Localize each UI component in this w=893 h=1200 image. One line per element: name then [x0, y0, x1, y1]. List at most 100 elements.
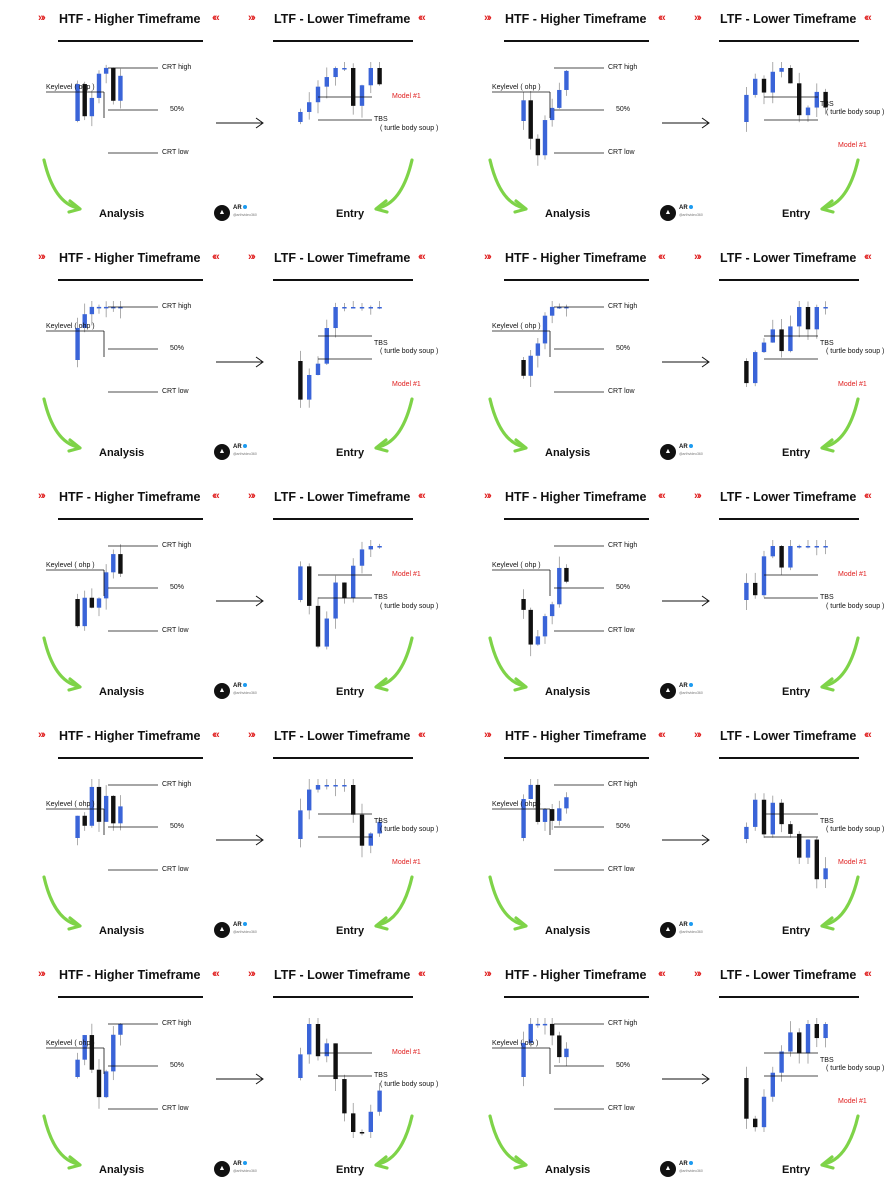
bullish-candle [315, 86, 321, 103]
bearish-candle [351, 785, 356, 815]
owl-logo-icon: ▲ [660, 922, 676, 938]
analysis-label: Analysis [99, 686, 145, 698]
bullish-candle [557, 89, 562, 108]
panel-2-right: »› HTF - Higher Timeframe ‹« »› LTF - Lower … [446, 239, 892, 478]
chevrons-right-icon: »› [484, 729, 492, 741]
bullish-candle [557, 567, 562, 605]
bullish-candle [823, 1024, 828, 1039]
htf-title: HTF - Higher Timeframe [59, 251, 201, 265]
bearish-candle [779, 546, 784, 568]
owl-logo-icon: ▲ [214, 1161, 230, 1177]
panel-graphics [488, 62, 860, 214]
ltf-label-1: ( turtle body soup ) [826, 826, 885, 833]
panel-graphics [42, 540, 414, 692]
htf-title: HTF - Higher Timeframe [505, 490, 647, 504]
brand-name: AR [233, 922, 247, 929]
bullish-candle [368, 1111, 373, 1132]
entry-label: Entry [782, 1164, 811, 1176]
bearish-candle [564, 567, 569, 582]
bullish-candle [333, 582, 338, 619]
bullish-candle [770, 546, 775, 557]
ltf-header: »› LTF - Lower Timeframe ‹« [686, 12, 886, 42]
bullish-candle [564, 1048, 569, 1058]
chevrons-left-icon: ‹« [864, 729, 872, 741]
bearish-candle [298, 361, 303, 400]
ltf-underline [719, 40, 859, 42]
bullish-candle [805, 1024, 811, 1054]
ltf-label-1: ( turtle body soup ) [826, 109, 885, 116]
bullish-candle [75, 815, 80, 838]
bullish-candle [298, 1054, 303, 1078]
brand-name: AR [679, 683, 693, 690]
bullish-candle [788, 326, 793, 352]
bearish-candle [788, 824, 793, 834]
bullish-candle [377, 1090, 382, 1112]
bearish-candle [761, 78, 767, 93]
panel-3-right: »› HTF - Higher Timeframe ‹« »› LTF - Lower … [446, 478, 892, 717]
chevrons-left-icon: ‹« [658, 12, 666, 24]
htf-label-0: CRT high [608, 1020, 638, 1027]
brand-name: AR [233, 1161, 247, 1168]
chevrons-left-icon: ‹« [658, 490, 666, 502]
bullish-candle [744, 826, 749, 839]
htf-label-0: Keylevel ( ohp ) [492, 323, 541, 330]
chevrons-right-icon: »› [38, 968, 46, 980]
verified-badge-icon [242, 444, 247, 448]
entry-green-arrow [822, 636, 860, 688]
analysis-label: Analysis [99, 925, 145, 937]
bearish-candle [535, 784, 541, 822]
brand-handle: @arthvideo360 [679, 213, 703, 217]
chevrons-left-icon: ‹« [658, 729, 666, 741]
analysis-label: Analysis [545, 447, 591, 459]
bullish-candle [298, 566, 303, 600]
brand-name: AR [679, 205, 693, 212]
bearish-candle [744, 1078, 749, 1119]
bullish-candle [315, 785, 321, 790]
bullish-candle [324, 77, 329, 87]
htf-label-2: 50% [616, 584, 631, 591]
entry-green-arrow [822, 875, 860, 927]
ltf-label-0: Model #1 [392, 93, 421, 100]
entry-green-arrow-head [374, 677, 389, 692]
transition-arrow-head [701, 356, 710, 368]
bullish-candle [761, 556, 767, 596]
bullish-candle [333, 307, 338, 329]
htf-header: »› HTF - Higher Timeframe ‹« [0, 251, 220, 281]
bullish-candle [342, 307, 347, 309]
htf-label-3: CRT low [162, 149, 189, 156]
bullish-candle [307, 102, 312, 112]
bearish-candle [549, 809, 555, 821]
entry-green-arrow-head [820, 677, 835, 692]
bearish-candle [797, 1032, 802, 1054]
bearish-candle [744, 361, 749, 384]
bullish-candle [797, 546, 802, 548]
bullish-candle [298, 810, 303, 839]
ltf-title: LTF - Lower Timeframe [720, 12, 857, 26]
verified-badge-icon [688, 205, 693, 209]
bullish-candle [307, 789, 312, 811]
owl-logo-icon: ▲ [214, 922, 230, 938]
bearish-candle [315, 1024, 321, 1057]
verified-badge-icon [688, 444, 693, 448]
analysis-green-arrow-head [513, 677, 528, 692]
brand-handle: @arthvideo360 [679, 930, 703, 934]
brand-name: AR [679, 922, 693, 929]
entry-green-arrow [822, 397, 860, 449]
brand-handle: @arthvideo360 [233, 213, 257, 217]
chevrons-right-icon: »› [484, 251, 492, 263]
htf-label-3: CRT low [608, 866, 635, 873]
entry-label: Entry [336, 1164, 365, 1176]
bullish-candle [770, 71, 775, 93]
ltf-label-0: TBS [820, 818, 834, 825]
entry-label: Entry [782, 208, 811, 220]
bullish-candle [118, 806, 123, 824]
bullish-candle [307, 1024, 312, 1055]
ltf-title: LTF - Lower Timeframe [274, 968, 411, 982]
ltf-header: »› LTF - Lower Timeframe ‹« [240, 251, 440, 281]
brand-handle: @arthvideo360 [233, 930, 257, 934]
htf-label-1: CRT high [162, 64, 192, 71]
bullish-candle [788, 546, 793, 568]
chevrons-right-icon: »› [38, 729, 46, 741]
chevrons-right-icon: »› [38, 490, 46, 502]
ltf-label-1: TBS [374, 1072, 388, 1079]
